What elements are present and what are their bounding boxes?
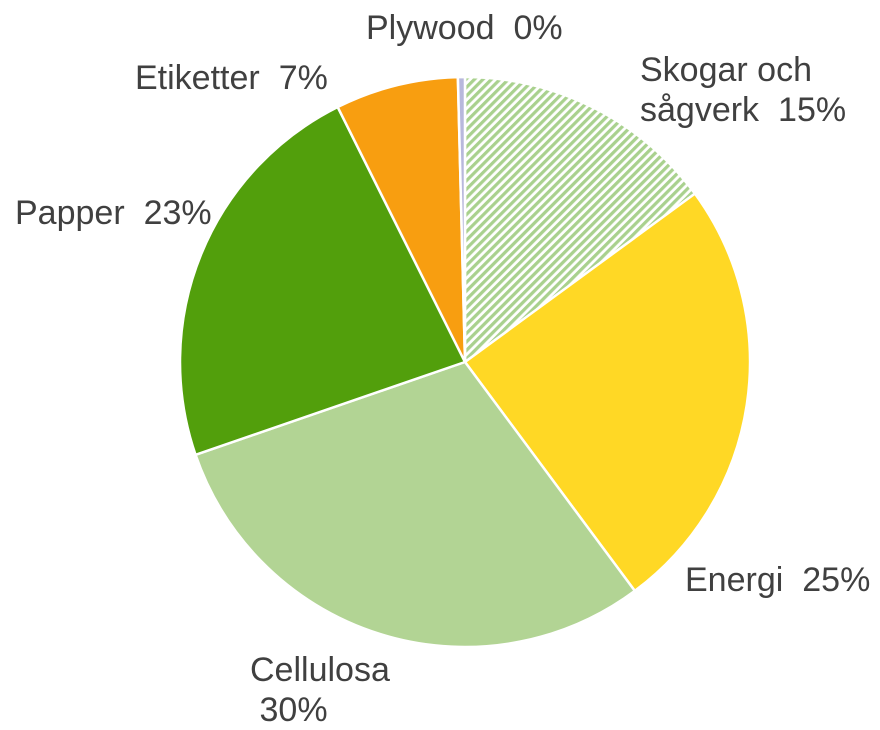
pie-slice (178, 105, 467, 457)
slice-label: Plywood 0% (366, 8, 563, 48)
value-label: 0% (513, 9, 563, 47)
category-label: Etiketter (135, 59, 260, 97)
pie-slice (463, 192, 752, 593)
pie-slice (463, 75, 697, 364)
value-label: 23% (143, 194, 212, 232)
pie-slice (194, 360, 637, 649)
value-label: 25% (802, 561, 871, 599)
category-label: Energi (685, 561, 784, 599)
category-label: Plywood (366, 9, 495, 47)
pie-slice (456, 75, 467, 364)
category-label: Skogar och sågverk (640, 51, 812, 129)
category-label: Cellulosa (250, 651, 390, 689)
value-label: 7% (278, 59, 328, 97)
category-label: Papper (15, 194, 125, 232)
slice-label: Cellulosa 30% (250, 650, 430, 730)
slice-label: Etiketter 7% (135, 58, 328, 98)
slice-label: Papper 23% (15, 193, 212, 233)
pie-slice (336, 75, 467, 364)
value-label: 15% (778, 91, 847, 129)
value-label: 30% (259, 691, 328, 729)
slice-label: Energi 25% (685, 560, 870, 600)
slice-label: Skogar och sågverk 15% (640, 50, 870, 130)
